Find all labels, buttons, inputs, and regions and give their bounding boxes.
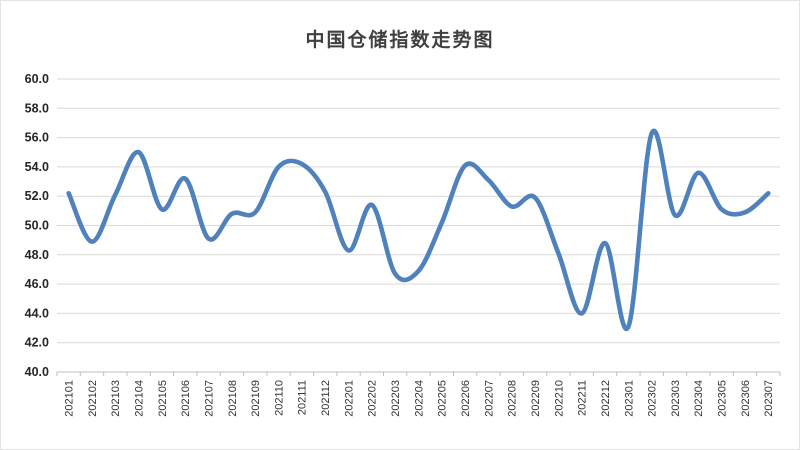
y-axis-tick-label: 48.0 (25, 248, 49, 262)
x-axis-tick-label: 202103 (110, 380, 122, 417)
y-axis-tick-label: 56.0 (25, 131, 49, 145)
x-axis-tick-label: 202212 (600, 380, 612, 417)
x-axis-tick-label: 202201 (343, 380, 355, 417)
x-axis-tick-label: 202211 (577, 380, 589, 416)
y-axis-tick-label: 44.0 (25, 306, 49, 320)
x-axis-tick-label: 202206 (460, 380, 472, 417)
y-axis-tick-label: 54.0 (25, 160, 49, 174)
x-axis-tick-label: 202205 (437, 380, 449, 417)
x-axis-tick-label: 202106 (180, 380, 192, 417)
x-axis-tick-label: 202110 (273, 380, 285, 416)
x-axis-tick-label: 202304 (693, 380, 705, 417)
y-axis-tick-label: 42.0 (25, 336, 49, 350)
x-axis-tick-label: 202301 (623, 380, 635, 417)
y-axis-tick-label: 58.0 (25, 101, 49, 115)
x-axis-tick-label: 202109 (250, 380, 262, 417)
x-axis-tick-label: 202208 (507, 380, 519, 417)
x-axis-tick-label: 202210 (553, 380, 565, 417)
x-axis-tick-label: 202303 (670, 380, 682, 417)
y-axis-tick-label: 60.0 (25, 72, 49, 86)
x-axis-tick-label: 202112 (320, 380, 332, 416)
x-axis-tick-label: 202105 (157, 380, 169, 417)
x-axis-tick-label: 202104 (133, 380, 145, 417)
x-axis-tick-label: 202202 (367, 380, 379, 417)
x-axis-tick-label: 202108 (227, 380, 239, 417)
x-axis-tick-label: 202307 (763, 380, 775, 417)
index-line-series (66, 128, 771, 332)
x-axis-tick-label: 202209 (530, 380, 542, 417)
x-axis-tick-label: 202101 (64, 380, 76, 417)
x-axis-tick-label: 202102 (87, 380, 99, 417)
x-axis-tick-label: 202302 (647, 380, 659, 417)
x-axis-tick-label: 202305 (717, 380, 729, 417)
x-axis-tick-label: 202107 (203, 380, 215, 417)
x-axis-tick-label: 202111 (297, 380, 309, 415)
x-axis-tick-label: 202207 (483, 380, 495, 417)
x-axis-tick-label: 202203 (390, 380, 402, 417)
x-axis-tick-label: 202306 (740, 380, 752, 417)
y-axis-tick-label: 40.0 (25, 365, 49, 379)
x-axis-tick-label: 202204 (413, 380, 425, 417)
chart-title: 中国仓储指数走势图 (305, 30, 495, 51)
y-axis-tick-label: 46.0 (25, 277, 49, 291)
y-axis-tick-label: 52.0 (25, 189, 49, 203)
y-axis-tick-label: 50.0 (25, 219, 49, 233)
